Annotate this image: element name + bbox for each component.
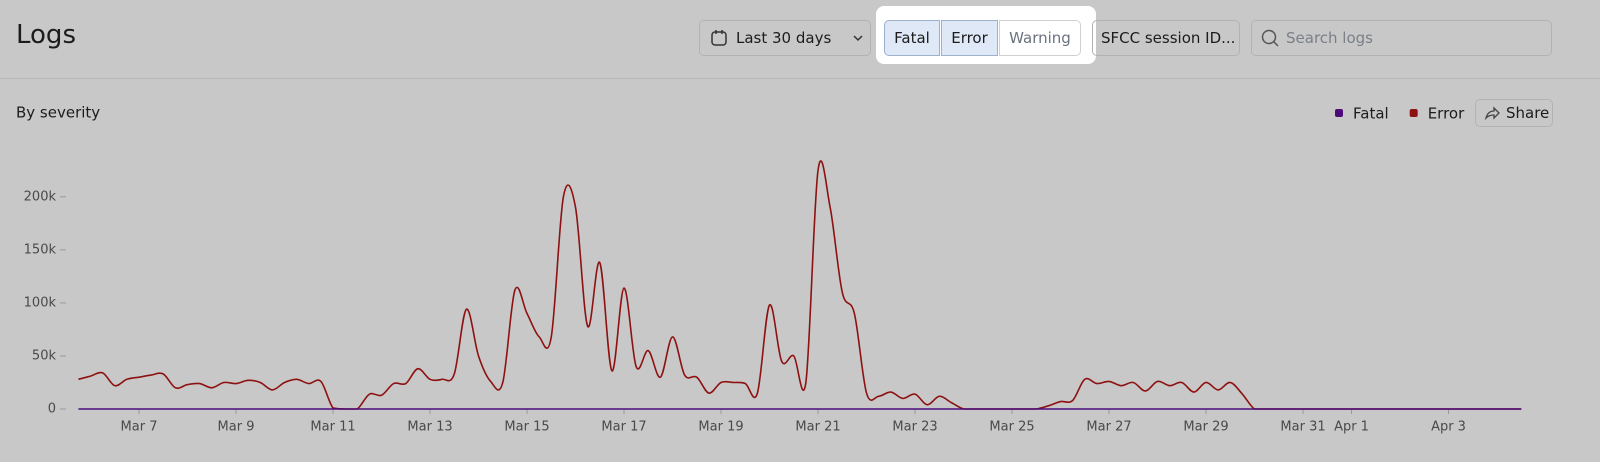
y-tick-label: 150k: [24, 242, 57, 257]
x-tick-label: Mar 13: [407, 420, 452, 435]
x-tick-label: Apr 1: [1334, 420, 1369, 435]
share-label: Share: [1506, 104, 1550, 122]
legend-label: Fatal: [1353, 105, 1389, 123]
session-filter[interactable]: SFCC session ID...: [1092, 20, 1240, 56]
chart-title: By severity: [16, 104, 100, 122]
y-tick-label: 200k: [24, 189, 57, 204]
x-tick-label: Mar 11: [310, 420, 355, 435]
y-tick-label: 100k: [24, 295, 57, 310]
x-tick-label: Mar 27: [1086, 420, 1131, 435]
legend-swatch: [1335, 109, 1343, 117]
x-tick-label: Mar 9: [218, 420, 255, 435]
chevron-icon: [853, 35, 863, 42]
x-tick-label: Mar 29: [1183, 420, 1228, 435]
x-tick-label: Mar 31: [1280, 420, 1325, 435]
y-tick-label: 0: [48, 402, 56, 417]
share-icon: [1484, 106, 1500, 121]
y-tick-label: 50k: [32, 348, 57, 363]
x-tick-label: Mar 15: [504, 420, 549, 435]
x-tick-label: Mar 21: [795, 420, 840, 435]
search-placeholder: Search logs: [1286, 29, 1373, 47]
date-range-dropdown[interactable]: Last 30 days: [699, 20, 871, 56]
header-divider: [0, 78, 1600, 79]
legend-label: Error: [1428, 105, 1465, 123]
filter-button[interactable]: Fatal: [884, 20, 940, 56]
search-icon: [1261, 29, 1279, 47]
x-tick-label: Mar 7: [121, 420, 158, 435]
filter-button[interactable]: Warning: [999, 20, 1081, 56]
series-line: [78, 160, 1522, 410]
share-button[interactable]: Share: [1475, 99, 1553, 127]
date-range-label: Last 30 days: [736, 29, 832, 47]
page-title: Logs: [16, 20, 76, 50]
calendar-icon: [711, 30, 727, 46]
x-tick-label: Mar 19: [698, 420, 743, 435]
legend-swatch: [1409, 109, 1418, 117]
x-tick-label: Apr 3: [1431, 420, 1466, 435]
filter-button[interactable]: Error: [941, 20, 998, 56]
x-tick-label: Mar 25: [989, 420, 1034, 435]
x-tick-label: Mar 17: [601, 420, 646, 435]
search-box[interactable]: Search logs: [1251, 20, 1552, 56]
x-tick-label: Mar 23: [892, 420, 937, 435]
